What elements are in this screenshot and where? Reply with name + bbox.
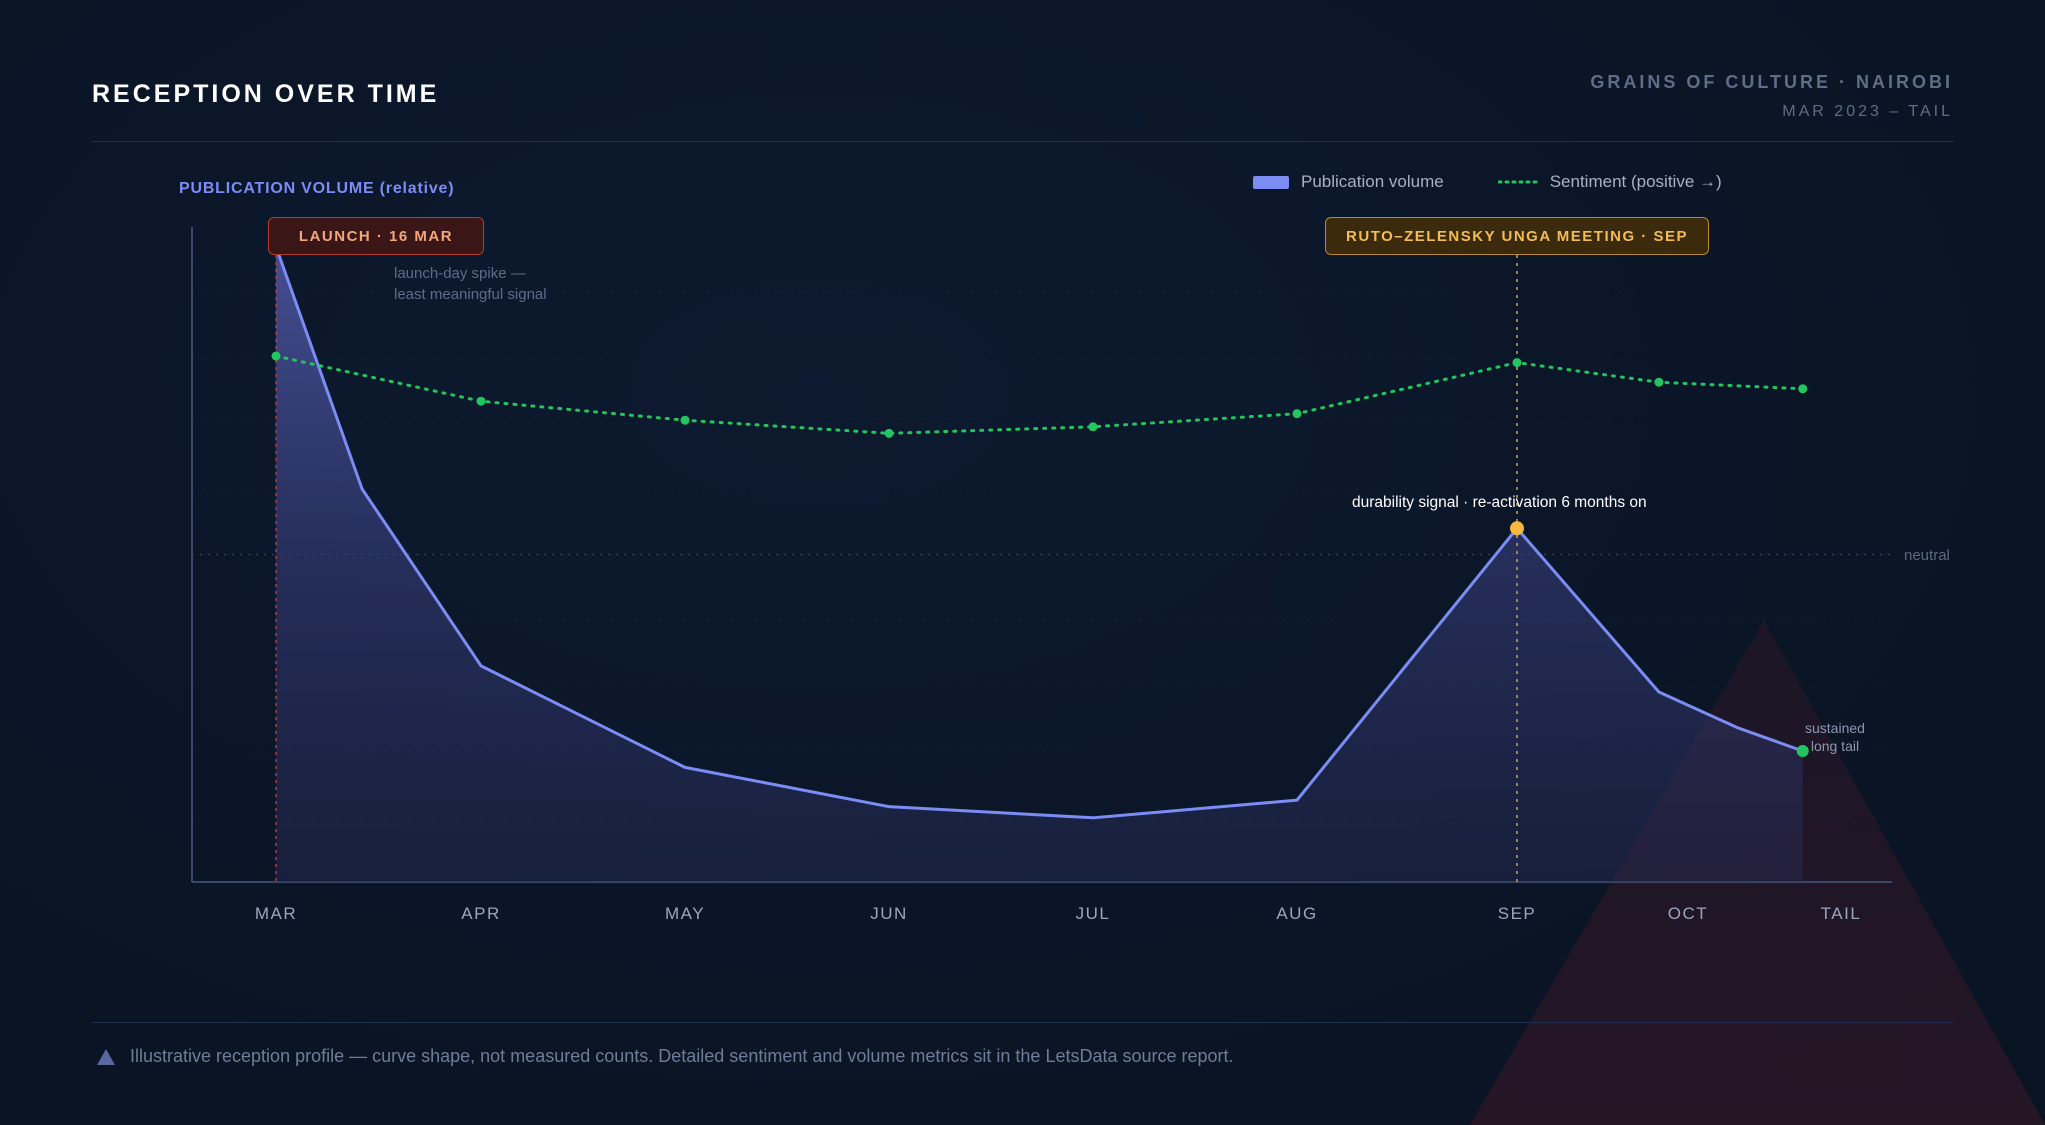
tail-annotation-line1: sustained	[1805, 720, 1865, 736]
spike-annotation-line2: least meaningful signal	[394, 286, 547, 303]
header-divider	[92, 141, 1954, 142]
legend-volume-label: Publication volume	[1301, 172, 1444, 191]
sentiment-point	[680, 415, 690, 425]
x-tick-layer: MAR APR MAY JUN JUL AUG SEP OCT TAIL	[255, 904, 1862, 923]
brand-label: GRAINS OF CULTURE · NAIROBI	[1590, 72, 1953, 92]
sentiment-point	[1798, 384, 1808, 394]
x-tick-label: SEP	[1498, 904, 1537, 923]
x-tick-label: APR	[461, 904, 500, 923]
sentiment-line-layer	[271, 351, 1809, 757]
x-tick-label: OCT	[1668, 904, 1708, 923]
footer: Illustrative reception profile — curve s…	[96, 1046, 1234, 1067]
sentiment-point	[884, 428, 894, 438]
sentiment-point	[1088, 422, 1098, 432]
volume-area-fill	[276, 246, 1803, 882]
spike-annotation-line1: launch-day spike —	[394, 265, 526, 282]
sentiment-point	[1654, 377, 1664, 387]
unga-event-badge: RUTO–ZELENSKY UNGA MEETING · SEP	[1325, 217, 1709, 255]
sentiment-point	[476, 396, 486, 406]
sentiment-line	[274, 354, 1805, 435]
spike-annotation: launch-day spike — least meaningful sign…	[394, 263, 547, 305]
tail-end-point	[1796, 745, 1809, 757]
sentiment-point	[1292, 409, 1302, 419]
chart-legend: Publication volume Sentiment (positive →…	[1253, 172, 1722, 192]
x-tick-label: JUL	[1076, 904, 1111, 923]
x-tick-label: TAIL	[1821, 904, 1862, 923]
y-axis-label: PUBLICATION VOLUME (relative)	[179, 180, 455, 197]
legend-item-volume: Publication volume	[1253, 172, 1444, 192]
launch-event-badge: LAUNCH · 16 MAR	[268, 217, 484, 255]
volume-line	[274, 246, 1804, 820]
footer-divider	[92, 1022, 1954, 1023]
reactivation-peak-point	[1510, 521, 1524, 536]
volume-area-layer	[274, 246, 1804, 882]
page-title: RECEPTION OVER TIME	[92, 80, 440, 108]
volume-swatch	[1253, 175, 1289, 189]
triangle-icon	[97, 1048, 115, 1065]
durability-annotation: durability signal · re-activation 6 mont…	[1352, 494, 1647, 511]
x-tick-label: MAR	[255, 904, 297, 923]
tail-annotation: sustained long tail	[1805, 719, 1865, 755]
x-tick-label: MAY	[665, 904, 705, 923]
neutral-reference-label: neutral	[1904, 547, 1950, 564]
sentiment-point	[271, 351, 281, 361]
legend-sentiment-label: Sentiment (positive →)	[1549, 172, 1722, 191]
x-tick-label: JUN	[870, 904, 908, 923]
period-label: MAR 2023 – TAIL	[1782, 103, 1953, 120]
footer-note: Illustrative reception profile — curve s…	[130, 1046, 1234, 1066]
x-tick-label: AUG	[1276, 904, 1317, 923]
sentiment-point	[1512, 358, 1522, 368]
legend-item-sentiment: Sentiment (positive →)	[1497, 172, 1722, 192]
sentiment-swatch	[1497, 180, 1538, 184]
tail-annotation-line2: long tail	[1810, 738, 1860, 754]
